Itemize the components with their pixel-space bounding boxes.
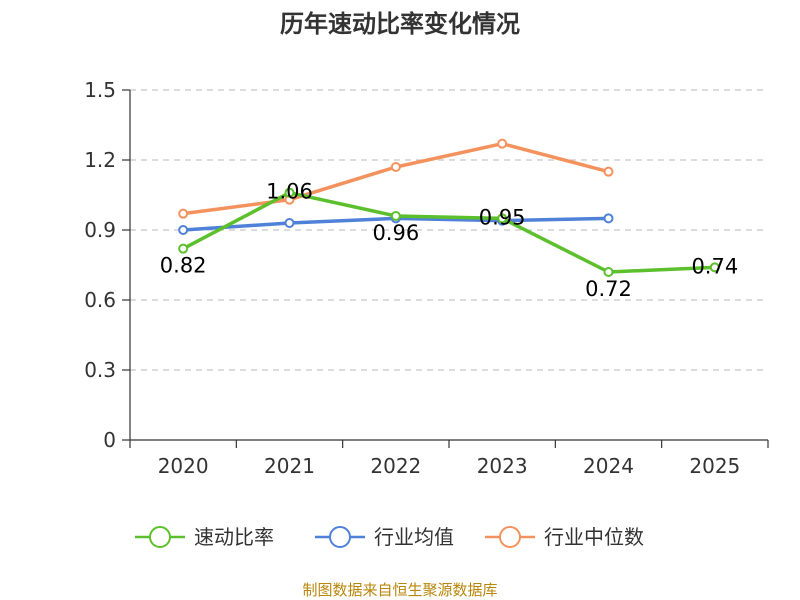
data-point[interactable] [390,211,401,221]
data-point[interactable] [390,162,401,172]
series-line-2 [182,141,609,216]
x-tick-label: 2022 [370,454,421,478]
data-point[interactable] [603,166,614,177]
y-tick-label: 1.2 [84,148,116,172]
x-tick-label: 2020 [158,454,209,478]
data-point[interactable] [284,187,295,198]
legend[interactable]: 速动比率 行业均值 行业中位数 [135,525,644,549]
x-tick-label: 2025 [689,454,740,478]
data-point[interactable] [178,243,189,254]
legend-marker [149,526,171,548]
legend-item-1[interactable]: 行业均值 [315,525,454,549]
data-label: 0.95 [479,205,526,229]
data-point[interactable] [178,225,189,235]
data-label: 0.96 [372,221,419,245]
y-tick-label: 0.9 [84,218,116,242]
x-tick-label: 2024 [583,454,634,478]
x-tick-label: 2021 [264,454,315,478]
x-tick-label: 2023 [477,454,528,478]
data-point[interactable] [603,213,614,224]
data-point[interactable] [709,262,720,273]
data-label: 0.82 [160,254,207,278]
y-tick-label: 0.3 [84,358,116,382]
data-label: 0.74 [691,254,738,278]
data-point[interactable] [497,138,508,149]
data-point[interactable] [497,213,508,224]
chart-title: 历年速动比率变化情况 [280,10,520,38]
gridlines [130,89,768,371]
data-point[interactable] [603,267,614,277]
legend-marker [499,526,521,548]
data-labels: 0.82 1.06 0.96 0.95 0.72 0.74 [160,180,738,301]
legend-item-2[interactable]: 行业中位数 [485,525,644,549]
data-label: 1.06 [266,180,313,204]
legend-item-0[interactable]: 速动比率 [135,525,274,549]
legend-marker [329,526,351,548]
source-note: 制图数据来自恒生聚源数据库 [302,581,497,599]
axes: 0 0.3 0.6 0.9 1.2 1.5 2020 2021 2022 2023 2024 2025 [84,78,769,478]
data-point[interactable] [284,218,295,228]
legend-label: 行业均值 [374,525,454,549]
data-point[interactable] [178,208,189,219]
legend-label: 速动比率 [194,525,274,549]
data-label: 0.72 [585,277,632,301]
legend-label: 行业中位数 [544,525,644,549]
series-layer [178,138,720,277]
y-tick-label: 1.5 [84,78,116,102]
y-tick-label: 0 [103,428,116,452]
series-line-0 [182,190,715,274]
y-tick-label: 0.6 [84,288,116,312]
